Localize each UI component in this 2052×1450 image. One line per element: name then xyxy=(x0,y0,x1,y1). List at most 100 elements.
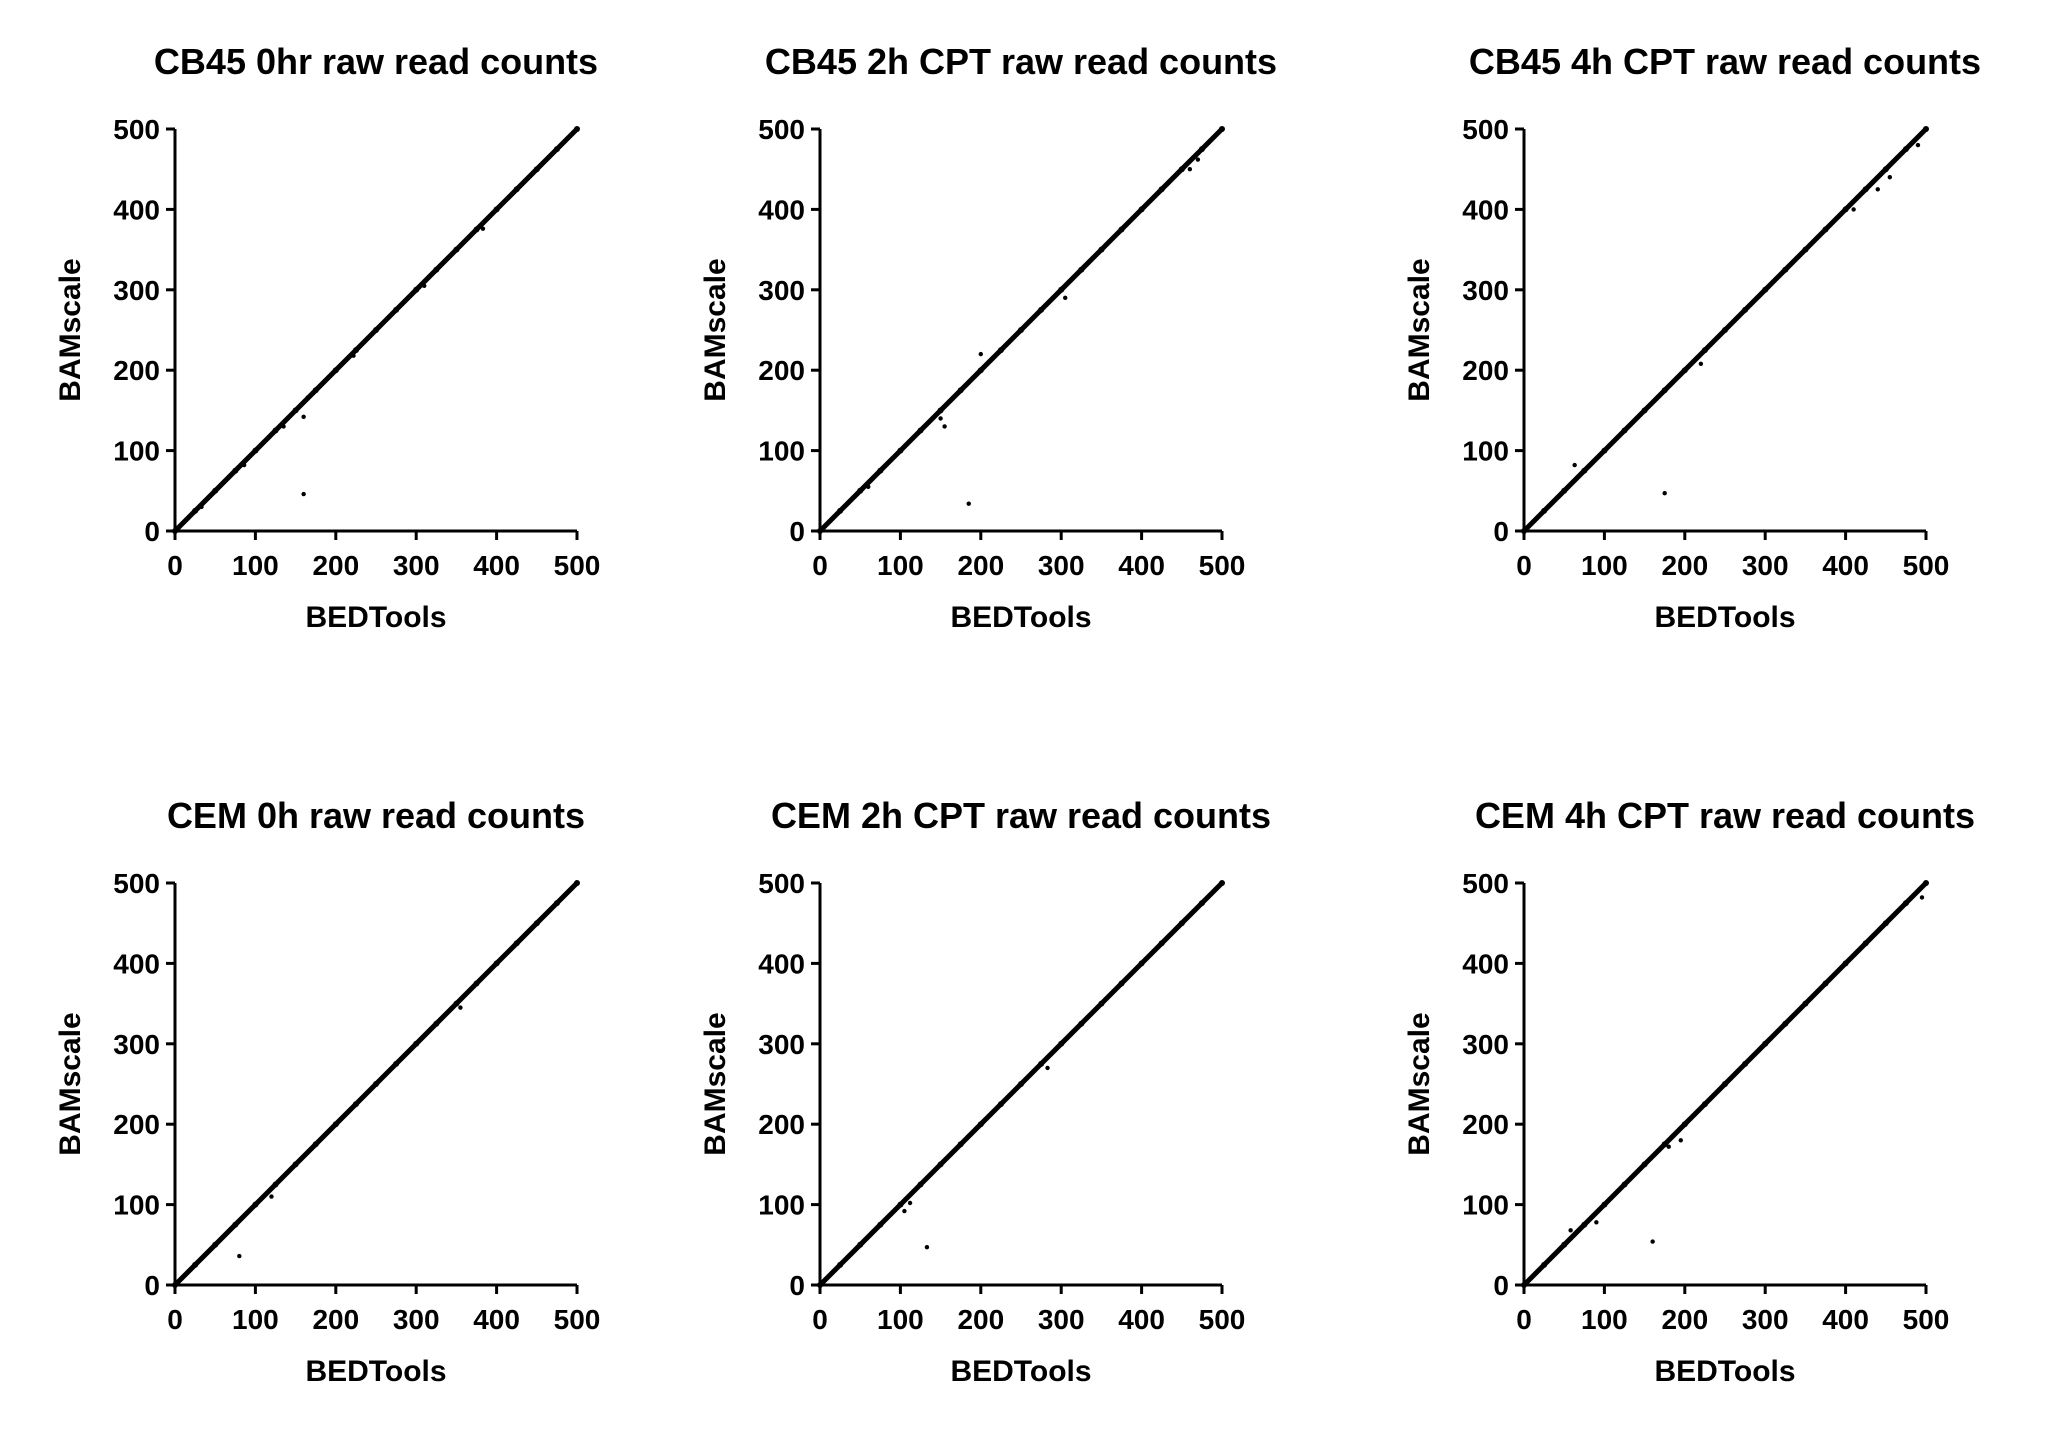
data-point xyxy=(1098,1000,1105,1007)
x-tick-label: 300 xyxy=(1742,1304,1789,1335)
y-axis-label: BAMscale xyxy=(1403,1012,1436,1155)
data-point xyxy=(305,395,310,400)
data-point xyxy=(493,206,500,213)
chart-panel-6: CEM 4h CPT raw read counts 0 100 200 300 400 5… xyxy=(1403,795,1975,1388)
data-point xyxy=(1802,1000,1809,1007)
x-tick-label: 500 xyxy=(1199,550,1246,581)
data-point xyxy=(480,226,486,231)
y-tick-label: 300 xyxy=(1462,1029,1509,1060)
data-point xyxy=(1902,900,1909,907)
data-point xyxy=(1138,960,1145,967)
x-tick-label: 200 xyxy=(1661,1304,1708,1335)
y-tick-label: 400 xyxy=(113,948,160,979)
x-tick-label: 500 xyxy=(554,550,601,581)
y-axis-label: BAMscale xyxy=(1403,258,1436,401)
x-tick-label: 0 xyxy=(812,1304,828,1335)
data-point xyxy=(1862,940,1869,947)
y-axis-label: BAMscale xyxy=(699,258,732,401)
y-tick-label: 0 xyxy=(144,516,160,547)
y-tick-label: 400 xyxy=(1462,194,1509,225)
data-point xyxy=(817,1282,823,1288)
data-point xyxy=(1594,1220,1599,1225)
x-tick-label: 300 xyxy=(393,1304,440,1335)
data-point xyxy=(458,1005,463,1010)
y-tick-label: 100 xyxy=(1462,436,1509,467)
data-point xyxy=(1621,1181,1628,1188)
data-point xyxy=(212,1241,219,1248)
data-point xyxy=(1058,286,1065,293)
x-tick-label: 300 xyxy=(1038,1304,1085,1335)
data-point xyxy=(513,940,520,947)
chart-title: CB45 4h CPT raw read counts xyxy=(1469,41,1981,82)
data-point xyxy=(553,900,560,907)
y-tick-label: 200 xyxy=(758,355,805,386)
data-point xyxy=(1561,1241,1568,1248)
scatter-series xyxy=(1521,880,1929,1288)
data-point xyxy=(332,367,339,374)
data-point xyxy=(1063,295,1068,301)
data-point xyxy=(1219,880,1225,886)
data-point xyxy=(1701,347,1708,354)
x-tick-label: 0 xyxy=(812,550,828,581)
data-point xyxy=(1661,1141,1668,1148)
data-point xyxy=(1875,187,1880,192)
data-point xyxy=(1701,1101,1708,1108)
y-tick-label: 0 xyxy=(789,516,805,547)
chart-title: CB45 2h CPT raw read counts xyxy=(765,41,1277,82)
y-tick-label: 200 xyxy=(1462,1109,1509,1140)
data-point xyxy=(352,347,359,354)
y-tick-label: 300 xyxy=(113,1029,160,1060)
data-point xyxy=(1601,447,1608,454)
x-tick-label: 500 xyxy=(554,1304,601,1335)
data-point xyxy=(857,487,864,494)
data-point xyxy=(1541,507,1548,514)
scatter-series xyxy=(172,880,580,1288)
data-point xyxy=(1882,920,1889,927)
data-point xyxy=(1187,167,1193,172)
data-point xyxy=(232,1221,239,1228)
chart-title: CB45 0hr raw read counts xyxy=(154,41,598,82)
data-point xyxy=(1078,266,1085,273)
data-point xyxy=(1666,1144,1671,1149)
data-point xyxy=(301,414,306,420)
y-tick-label: 400 xyxy=(758,948,805,979)
data-point xyxy=(1822,980,1829,987)
data-point xyxy=(1098,246,1105,253)
data-point xyxy=(1178,166,1185,173)
data-point xyxy=(212,487,219,494)
y-tick-label: 300 xyxy=(1462,275,1509,306)
data-point xyxy=(453,246,460,253)
x-tick-label: 400 xyxy=(1822,550,1869,581)
data-point xyxy=(1762,1040,1769,1047)
y-axis-label: BAMscale xyxy=(54,258,87,401)
data-point xyxy=(352,1101,359,1108)
data-point xyxy=(1650,1239,1655,1244)
y-tick-label: 300 xyxy=(758,1029,805,1060)
data-point xyxy=(897,447,904,454)
data-point xyxy=(1722,327,1728,333)
data-point xyxy=(574,126,580,132)
data-point xyxy=(272,427,279,434)
data-point xyxy=(997,1101,1004,1108)
y-tick-label: 200 xyxy=(758,1109,805,1140)
data-point xyxy=(877,1221,884,1228)
data-point xyxy=(1078,1020,1085,1027)
data-point xyxy=(172,528,178,534)
data-point xyxy=(1641,407,1648,414)
x-tick-label: 0 xyxy=(167,1304,183,1335)
x-tick-label: 100 xyxy=(1581,1304,1628,1335)
x-axis-label: BEDTools xyxy=(305,601,446,634)
data-point xyxy=(1822,226,1829,233)
data-point xyxy=(351,353,356,358)
data-point xyxy=(1862,186,1869,193)
x-axis-label: BEDTools xyxy=(950,1355,1091,1388)
x-tick-label: 200 xyxy=(957,550,1004,581)
data-point xyxy=(1568,1228,1573,1233)
data-point xyxy=(1915,142,1921,148)
data-point xyxy=(1521,1282,1527,1288)
x-tick-label: 300 xyxy=(393,550,440,581)
data-point xyxy=(241,462,247,468)
data-point xyxy=(533,166,540,173)
data-point xyxy=(1621,427,1628,434)
data-point xyxy=(292,1161,299,1168)
